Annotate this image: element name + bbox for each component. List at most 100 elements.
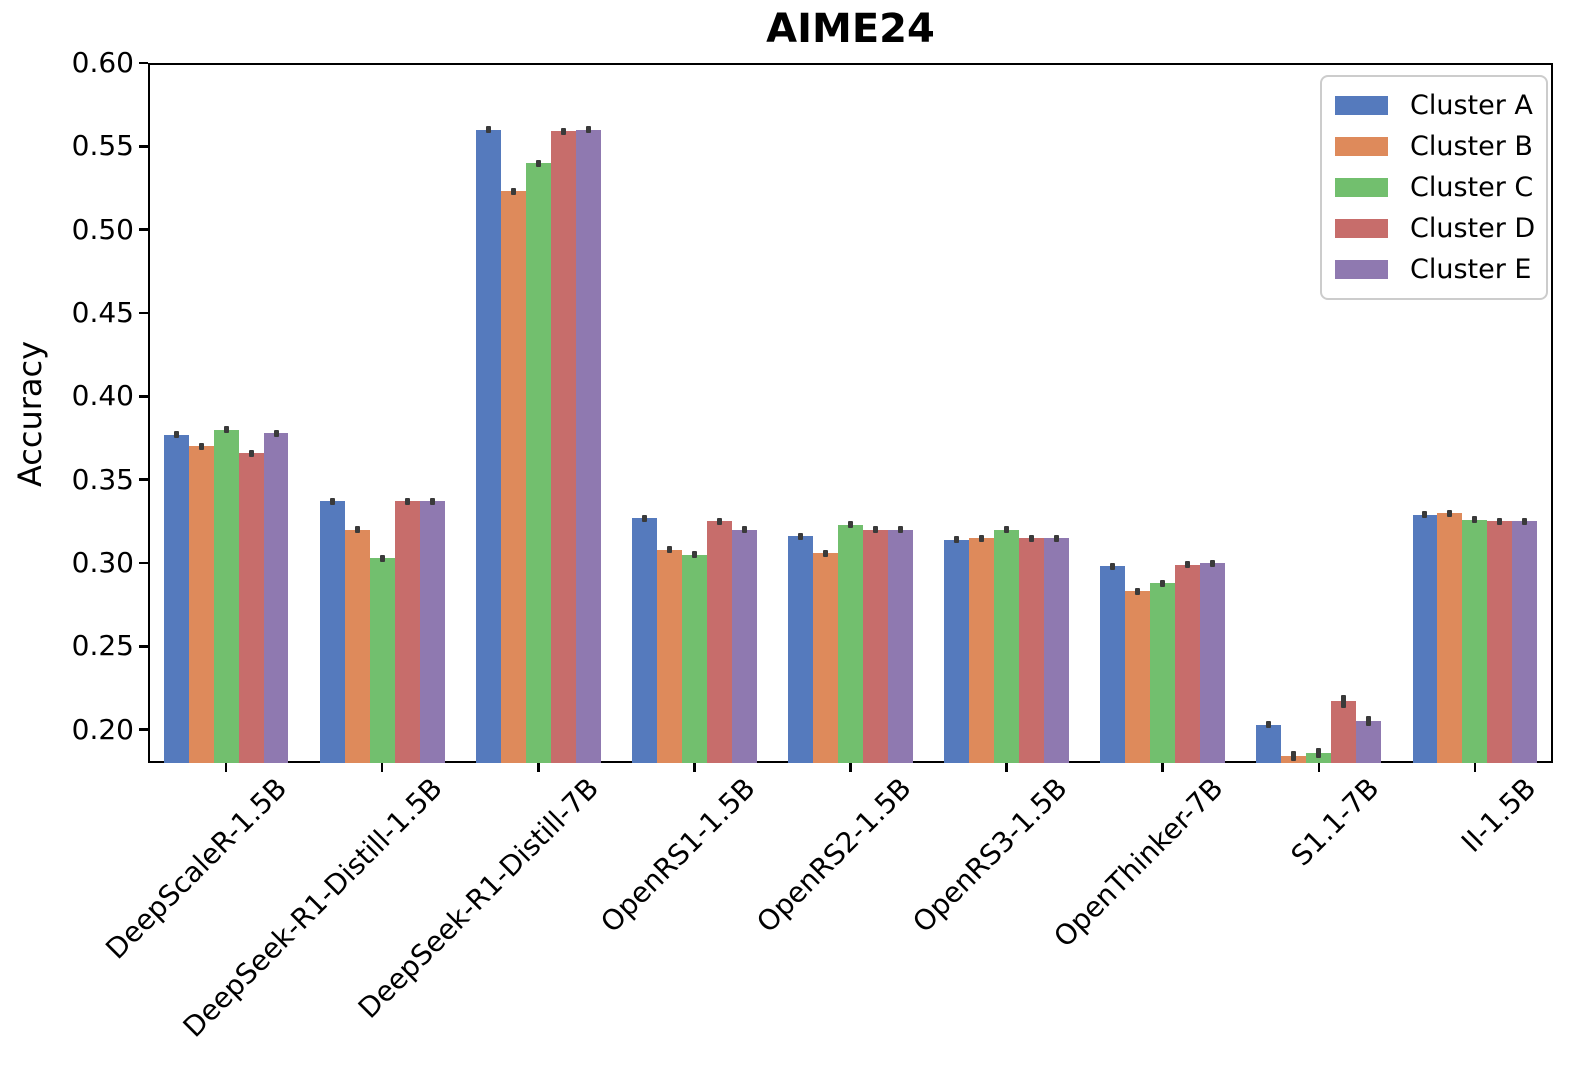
- bar-OpenRS1-1.5B-Cluster B: [656, 549, 682, 763]
- legend-swatch: [1335, 260, 1388, 279]
- error-bar: [1522, 517, 1528, 525]
- x-tick: [224, 763, 228, 772]
- bar-DeepScaleR-1.5B-Cluster B: [188, 446, 214, 763]
- error-bar: [1316, 748, 1322, 758]
- bar-DeepSeek-R1-Distill-7B-Cluster B: [500, 191, 526, 763]
- bar-DeepSeek-R1-Distill-7B-Cluster E: [575, 129, 601, 763]
- bar-DeepSeek-R1-Distill-1.5B-Cluster C: [369, 558, 395, 763]
- x-tick: [537, 763, 540, 772]
- bar-OpenThinker-7B-Cluster E: [1200, 563, 1226, 763]
- x-tick-label: OpenThinker-7B: [1047, 771, 1230, 954]
- bar-OpenRS1-1.5B-Cluster D: [706, 521, 732, 763]
- y-tick: [139, 145, 148, 148]
- bar-DeepSeek-R1-Distill-7B-Cluster D: [550, 131, 576, 763]
- error-bar: [954, 536, 960, 544]
- legend-item: Cluster D: [1335, 208, 1546, 249]
- y-tick: [139, 728, 148, 731]
- bar-OpenThinker-7B-Cluster D: [1175, 564, 1201, 763]
- legend-label: Cluster C: [1410, 172, 1534, 203]
- bar-S1.1-7B-Cluster C: [1306, 753, 1332, 763]
- y-tick: [139, 61, 148, 65]
- y-tick: [139, 561, 148, 565]
- bar-OpenThinker-7B-Cluster B: [1125, 591, 1151, 763]
- error-bar: [329, 497, 335, 505]
- bar-DeepScaleR-1.5B-Cluster D: [238, 453, 264, 763]
- y-tick-label: 0.55: [71, 129, 134, 163]
- error-bar: [379, 554, 385, 562]
- error-bar: [1497, 517, 1503, 525]
- bar-OpenRS3-1.5B-Cluster D: [1019, 538, 1045, 763]
- bar-OpenRS2-1.5B-Cluster E: [887, 529, 913, 763]
- error-bar: [641, 514, 647, 522]
- bar-OpenRS2-1.5B-Cluster A: [788, 536, 814, 763]
- error-bar: [666, 546, 672, 554]
- bar-S1.1-7B-Cluster E: [1356, 721, 1382, 763]
- error-bar: [848, 521, 853, 529]
- error-bar: [823, 549, 829, 557]
- bar-DeepSeek-R1-Distill-7B-Cluster C: [525, 163, 551, 763]
- error-bar: [1160, 579, 1166, 587]
- error-bar: [1004, 526, 1010, 534]
- error-bar: [872, 526, 878, 534]
- error-bar: [354, 526, 360, 534]
- error-bar: [1135, 587, 1141, 595]
- x-tick-label: OpenRS1-1.5B: [593, 771, 762, 939]
- x-tick: [1317, 763, 1321, 772]
- y-tick-label: 0.35: [71, 462, 134, 496]
- error-bar: [485, 126, 491, 134]
- bar-DeepSeek-R1-Distill-1.5B-Cluster E: [419, 501, 445, 763]
- x-tick-label: OpenRS3-1.5B: [906, 771, 1074, 939]
- error-bar: [1110, 562, 1116, 570]
- legend-item: Cluster E: [1335, 249, 1546, 290]
- bar-OpenRS2-1.5B-Cluster C: [838, 524, 863, 763]
- x-tick-label: II-1.5B: [1454, 771, 1542, 859]
- bar-OpenRS1-1.5B-Cluster A: [631, 518, 657, 763]
- y-tick-label: 0.30: [71, 546, 134, 579]
- bar-OpenRS1-1.5B-Cluster C: [681, 554, 707, 763]
- bar-OpenRS3-1.5B-Cluster C: [994, 529, 1020, 763]
- x-tick: [1161, 763, 1164, 772]
- bar-OpenRS2-1.5B-Cluster B: [813, 553, 838, 763]
- legend-label: Cluster D: [1410, 213, 1536, 244]
- error-bar: [273, 429, 279, 437]
- legend-item: Cluster B: [1335, 126, 1546, 167]
- y-tick-label: 0.50: [71, 212, 134, 246]
- error-bar: [223, 426, 229, 434]
- y-tick-label: 0.25: [71, 629, 134, 663]
- bar-DeepSeek-R1-Distill-7B-Cluster A: [475, 129, 501, 763]
- bar-DeepSeek-R1-Distill-1.5B-Cluster D: [394, 501, 420, 763]
- error-bar: [716, 517, 722, 525]
- error-bar: [248, 449, 254, 457]
- x-tick-label: S1.1-7B: [1285, 771, 1386, 873]
- chart-title: AIME24: [766, 6, 935, 52]
- error-bar: [1291, 751, 1297, 762]
- bar-OpenThinker-7B-Cluster A: [1100, 566, 1126, 763]
- bar-DeepScaleR-1.5B-Cluster E: [263, 433, 289, 763]
- y-tick: [139, 311, 148, 315]
- bar-OpenThinker-7B-Cluster C: [1150, 583, 1176, 763]
- x-tick: [693, 763, 696, 772]
- bar-OpenRS3-1.5B-Cluster B: [969, 538, 995, 763]
- error-bar: [1366, 716, 1372, 727]
- x-tick: [849, 763, 852, 772]
- error-bar: [1447, 509, 1453, 517]
- bar-II-1.5B-Cluster B: [1437, 513, 1463, 763]
- error-bar: [404, 497, 410, 505]
- bar-II-1.5B-Cluster E: [1512, 521, 1538, 763]
- bar-II-1.5B-Cluster C: [1462, 519, 1488, 763]
- y-tick-label: 0.20: [71, 712, 134, 746]
- x-tick: [1473, 763, 1477, 772]
- error-bar: [585, 126, 591, 134]
- x-tick-label: DeepSeek-R1-Distill-1.5B: [176, 771, 450, 1044]
- bar-DeepScaleR-1.5B-Cluster C: [213, 429, 239, 763]
- error-bar: [691, 551, 697, 559]
- error-bar: [198, 442, 204, 450]
- legend-swatch: [1335, 178, 1388, 197]
- y-tick: [139, 478, 148, 481]
- bar-OpenRS3-1.5B-Cluster A: [944, 539, 970, 763]
- error-bar: [1029, 534, 1035, 542]
- bar-DeepSeek-R1-Distill-1.5B-Cluster B: [344, 529, 370, 763]
- legend-label: Cluster B: [1410, 131, 1533, 162]
- y-tick-label: 0.60: [71, 46, 134, 79]
